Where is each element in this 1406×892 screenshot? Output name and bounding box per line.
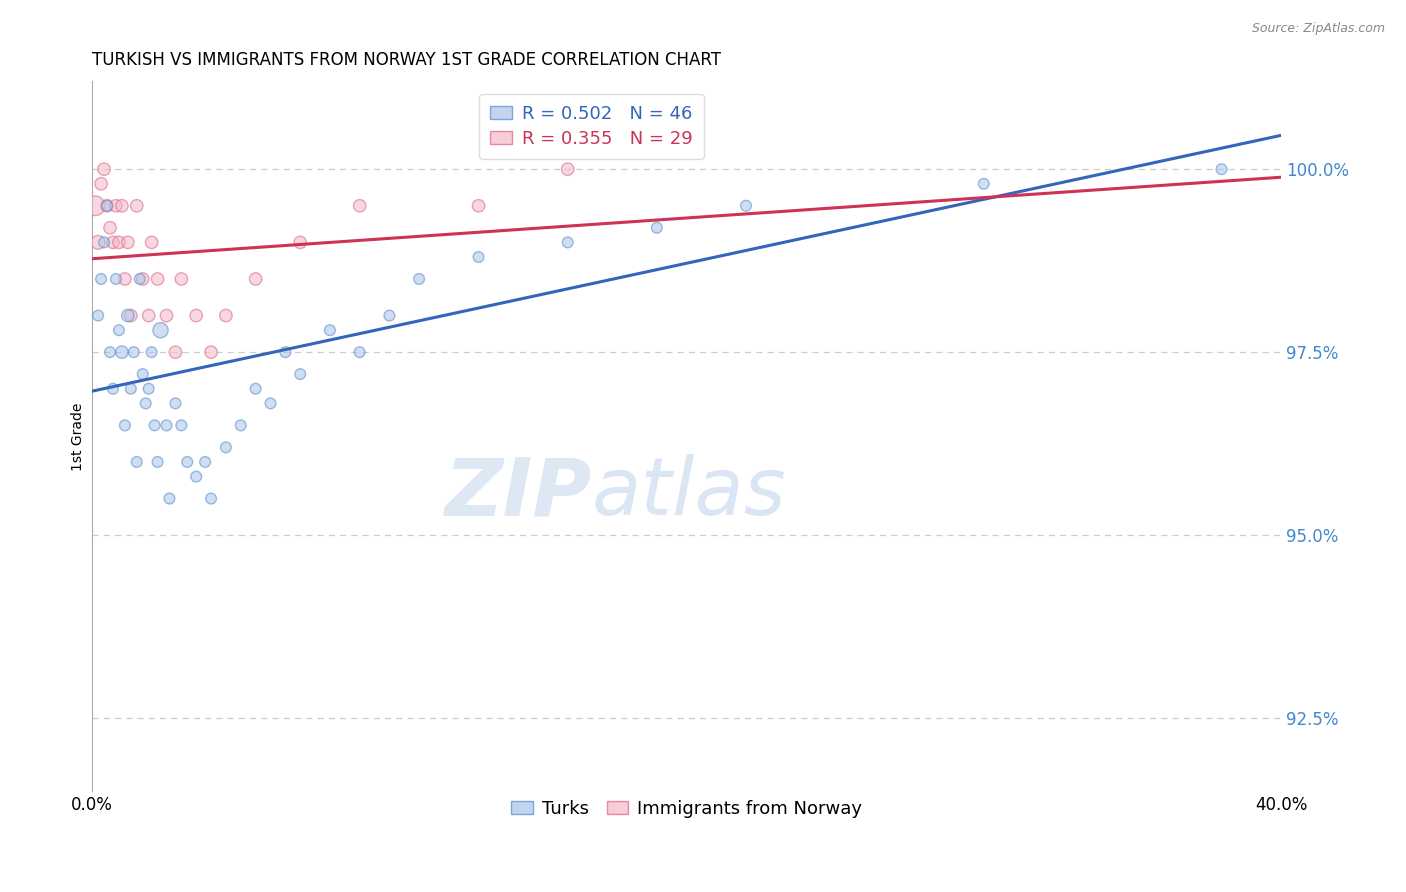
- Point: [645, 220, 668, 235]
- Point: [117, 235, 139, 250]
- Point: [259, 396, 281, 410]
- Point: [117, 309, 139, 323]
- Point: [98, 345, 121, 359]
- Point: [229, 418, 252, 433]
- Point: [114, 272, 136, 286]
- Point: [93, 162, 115, 177]
- Point: [557, 162, 579, 177]
- Point: [194, 455, 217, 469]
- Point: [149, 323, 172, 337]
- Point: [200, 345, 222, 359]
- Point: [176, 455, 198, 469]
- Point: [165, 345, 187, 359]
- Point: [557, 235, 579, 250]
- Point: [138, 309, 160, 323]
- Point: [143, 418, 166, 433]
- Point: [215, 309, 238, 323]
- Point: [108, 323, 131, 337]
- Point: [186, 469, 208, 483]
- Point: [87, 235, 110, 250]
- Point: [98, 220, 121, 235]
- Point: [84, 199, 107, 213]
- Point: [155, 418, 177, 433]
- Point: [131, 272, 153, 286]
- Text: atlas: atlas: [592, 454, 786, 533]
- Point: [973, 177, 995, 191]
- Point: [111, 345, 134, 359]
- Point: [120, 309, 142, 323]
- Point: [215, 440, 238, 454]
- Point: [128, 272, 150, 286]
- Point: [245, 382, 267, 396]
- Point: [120, 382, 142, 396]
- Point: [467, 199, 489, 213]
- Point: [274, 345, 297, 359]
- Point: [111, 199, 134, 213]
- Point: [90, 272, 112, 286]
- Point: [131, 367, 153, 381]
- Point: [87, 309, 110, 323]
- Point: [96, 199, 118, 213]
- Point: [155, 309, 177, 323]
- Point: [108, 235, 131, 250]
- Point: [125, 199, 148, 213]
- Point: [114, 418, 136, 433]
- Point: [146, 455, 169, 469]
- Point: [141, 235, 163, 250]
- Point: [135, 396, 157, 410]
- Text: ZIP: ZIP: [444, 454, 592, 533]
- Point: [349, 345, 371, 359]
- Text: TURKISH VS IMMIGRANTS FROM NORWAY 1ST GRADE CORRELATION CHART: TURKISH VS IMMIGRANTS FROM NORWAY 1ST GR…: [93, 51, 721, 69]
- Point: [735, 199, 758, 213]
- Point: [101, 382, 124, 396]
- Point: [125, 455, 148, 469]
- Point: [90, 177, 112, 191]
- Point: [159, 491, 181, 506]
- Point: [200, 491, 222, 506]
- Point: [245, 272, 267, 286]
- Point: [170, 418, 193, 433]
- Legend: Turks, Immigrants from Norway: Turks, Immigrants from Norway: [503, 792, 869, 825]
- Point: [104, 272, 127, 286]
- Point: [170, 272, 193, 286]
- Point: [408, 272, 430, 286]
- Point: [186, 309, 208, 323]
- Point: [467, 250, 489, 264]
- Point: [138, 382, 160, 396]
- Point: [290, 235, 312, 250]
- Point: [104, 199, 127, 213]
- Point: [319, 323, 342, 337]
- Point: [141, 345, 163, 359]
- Point: [93, 235, 115, 250]
- Point: [146, 272, 169, 286]
- Y-axis label: 1st Grade: 1st Grade: [72, 402, 86, 470]
- Point: [378, 309, 401, 323]
- Text: Source: ZipAtlas.com: Source: ZipAtlas.com: [1251, 22, 1385, 36]
- Point: [101, 235, 124, 250]
- Point: [349, 199, 371, 213]
- Point: [290, 367, 312, 381]
- Point: [1211, 162, 1233, 177]
- Point: [96, 199, 118, 213]
- Point: [122, 345, 145, 359]
- Point: [165, 396, 187, 410]
